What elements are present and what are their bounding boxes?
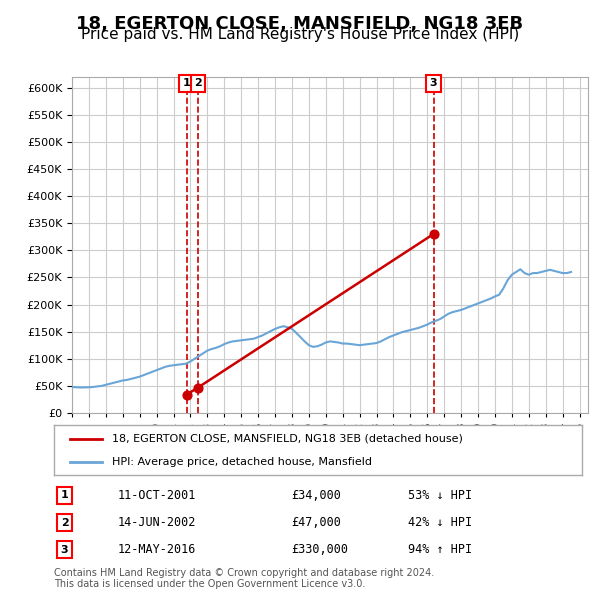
Text: 53% ↓ HPI: 53% ↓ HPI: [408, 489, 472, 502]
Text: 14-JUN-2002: 14-JUN-2002: [118, 516, 196, 529]
Text: 3: 3: [430, 78, 437, 88]
Text: 1: 1: [61, 490, 68, 500]
Text: 1: 1: [183, 78, 191, 88]
Text: 2: 2: [61, 517, 68, 527]
Point: [182, 390, 191, 399]
Point: [429, 230, 439, 239]
Text: 18, EGERTON CLOSE, MANSFIELD, NG18 3EB (detached house): 18, EGERTON CLOSE, MANSFIELD, NG18 3EB (…: [112, 434, 463, 444]
Text: 12-MAY-2016: 12-MAY-2016: [118, 543, 196, 556]
Text: £330,000: £330,000: [292, 543, 349, 556]
Text: £47,000: £47,000: [292, 516, 341, 529]
Text: 2: 2: [194, 78, 202, 88]
Text: 42% ↓ HPI: 42% ↓ HPI: [408, 516, 472, 529]
Text: £34,000: £34,000: [292, 489, 341, 502]
Text: Price paid vs. HM Land Registry's House Price Index (HPI): Price paid vs. HM Land Registry's House …: [81, 27, 519, 41]
Text: 11-OCT-2001: 11-OCT-2001: [118, 489, 196, 502]
Text: 18, EGERTON CLOSE, MANSFIELD, NG18 3EB: 18, EGERTON CLOSE, MANSFIELD, NG18 3EB: [76, 15, 524, 33]
Text: Contains HM Land Registry data © Crown copyright and database right 2024.: Contains HM Land Registry data © Crown c…: [54, 568, 434, 578]
Text: 94% ↑ HPI: 94% ↑ HPI: [408, 543, 472, 556]
Text: 3: 3: [61, 545, 68, 555]
Text: HPI: Average price, detached house, Mansfield: HPI: Average price, detached house, Mans…: [112, 457, 372, 467]
Point: [193, 383, 203, 392]
Text: This data is licensed under the Open Government Licence v3.0.: This data is licensed under the Open Gov…: [54, 579, 365, 589]
